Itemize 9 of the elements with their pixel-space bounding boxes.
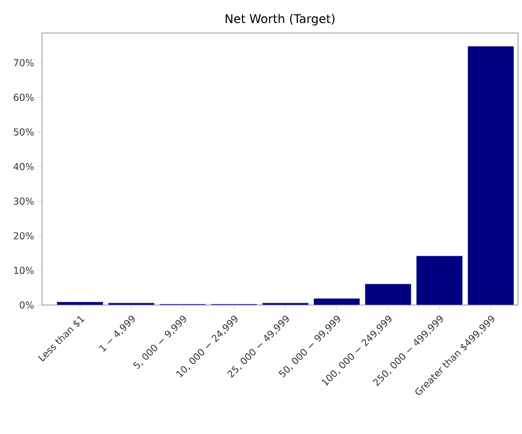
y-tick-label: 10% bbox=[14, 266, 34, 274]
y-tick-label: 60% bbox=[14, 94, 34, 101]
y-tick-label: 50% bbox=[14, 128, 34, 136]
y-tick-label: 40% bbox=[14, 162, 34, 170]
y-tick-label: 20% bbox=[14, 232, 34, 240]
y-tick-label: 70% bbox=[14, 59, 34, 66]
y-tick-label: 30% bbox=[14, 198, 34, 205]
chart-title: Net Worth (Target) bbox=[226, 14, 334, 26]
y-tick-label: 0% bbox=[20, 301, 34, 309]
